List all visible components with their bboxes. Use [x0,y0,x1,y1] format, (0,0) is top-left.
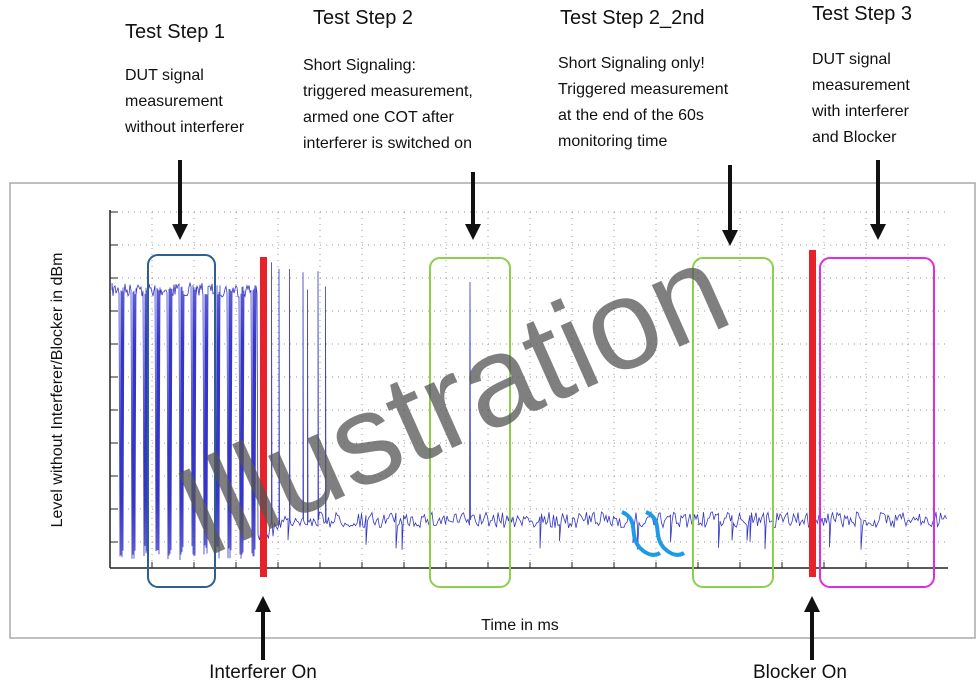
step-line: monitoring time [558,133,667,150]
step-line: without interferer [124,119,245,136]
step-line: Short Signaling only! [558,55,705,72]
step-line: measurement [125,93,223,110]
step2-box [429,257,511,588]
x-axis-label: Time in ms [481,617,559,634]
event-label: Blocker On [753,662,847,683]
step-line: with interferer [811,103,910,120]
step-line: measurement [812,77,910,94]
step1-box [147,254,216,588]
arrows [172,160,886,660]
step-line: interferer is switched on [303,135,472,152]
step-line: Triggered measurement [558,81,729,98]
step2-2nd-box [692,257,774,588]
step-title: Test Step 3 [812,3,912,25]
y-axis-label: Level without Interferer/Blocker in dBm [49,253,66,528]
step-title: Test Step 2 [313,7,413,29]
step-line: at the end of the 60s [558,107,704,124]
step-title: Test Step 2_2nd [560,7,705,29]
step-line: triggered measurement, [303,83,473,100]
step-line: armed one COT after [303,109,455,126]
step-line: DUT signal [812,51,891,68]
step-line: Short Signaling: [303,57,416,74]
event-label: Interferer On [209,662,317,683]
blocker-bar [809,250,816,577]
steps: Test Step 1 DUT signal measurement without … [124,3,912,152]
signal-trace [111,262,947,560]
interferer-bar [260,257,267,577]
step3-box [819,257,935,588]
step-line: and Blocker [812,129,897,146]
grid [110,211,948,568]
time-break [621,510,686,557]
step-line: DUT signal [125,67,204,84]
step-title: Test Step 1 [125,21,225,43]
